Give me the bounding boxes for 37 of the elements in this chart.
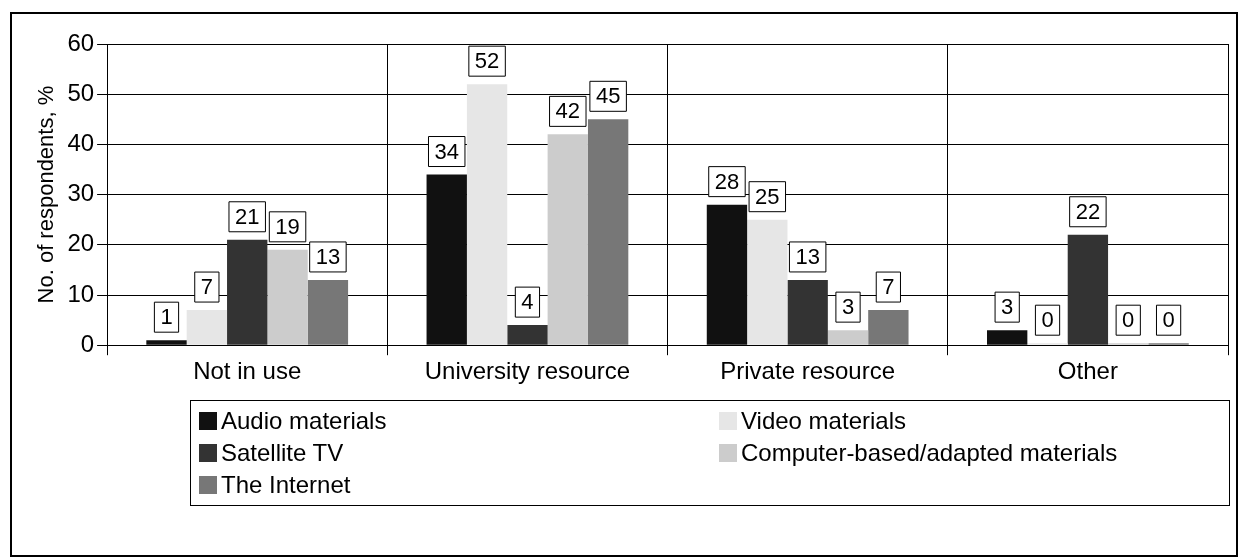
y-tick-label: 40 xyxy=(67,129,95,157)
data-label: 25 xyxy=(755,183,780,209)
x-tick-label: Other xyxy=(1057,357,1118,385)
data-label: 19 xyxy=(275,213,300,239)
x-tick-label: Not in use xyxy=(193,357,302,385)
data-label: 28 xyxy=(714,168,740,194)
data-label: 7 xyxy=(200,274,213,300)
data-label: 34 xyxy=(434,138,459,164)
data-label: 0 xyxy=(1162,307,1175,333)
data-label: 0 xyxy=(1041,307,1054,333)
legend-label: The Internet xyxy=(221,471,351,499)
x-tick-label: University resource xyxy=(424,357,631,385)
data-label: 3 xyxy=(1001,294,1014,320)
x-tick-label: Private resource xyxy=(720,357,896,385)
data-label: 13 xyxy=(315,244,341,269)
y-tick-label: 0 xyxy=(80,329,95,357)
data-label: 0 xyxy=(1122,307,1135,333)
data-label: 1 xyxy=(160,304,173,330)
legend-label: Computer-based/adapted materials xyxy=(741,439,1118,467)
y-tick-label: 50 xyxy=(67,78,95,106)
data-label: 22 xyxy=(1075,198,1101,224)
legend-label: Video materials xyxy=(741,407,906,435)
data-label: 7 xyxy=(882,274,895,300)
data-label: 21 xyxy=(234,203,260,229)
data-label: 4 xyxy=(521,289,534,315)
data-label: 45 xyxy=(595,83,621,109)
legend-label: Satellite TV xyxy=(221,439,344,467)
data-label: 13 xyxy=(795,244,820,269)
data-label: 52 xyxy=(474,48,500,74)
y-tick-label: 20 xyxy=(67,229,95,257)
data-label: 42 xyxy=(555,98,581,124)
y-tick-label: 60 xyxy=(67,28,95,56)
y-axis-title: No. of respondents, % xyxy=(33,85,59,304)
legend-label: Audio materials xyxy=(221,407,387,435)
y-tick-label: 30 xyxy=(67,179,95,207)
data-label: 3 xyxy=(841,294,855,320)
y-tick-label: 10 xyxy=(67,279,95,307)
